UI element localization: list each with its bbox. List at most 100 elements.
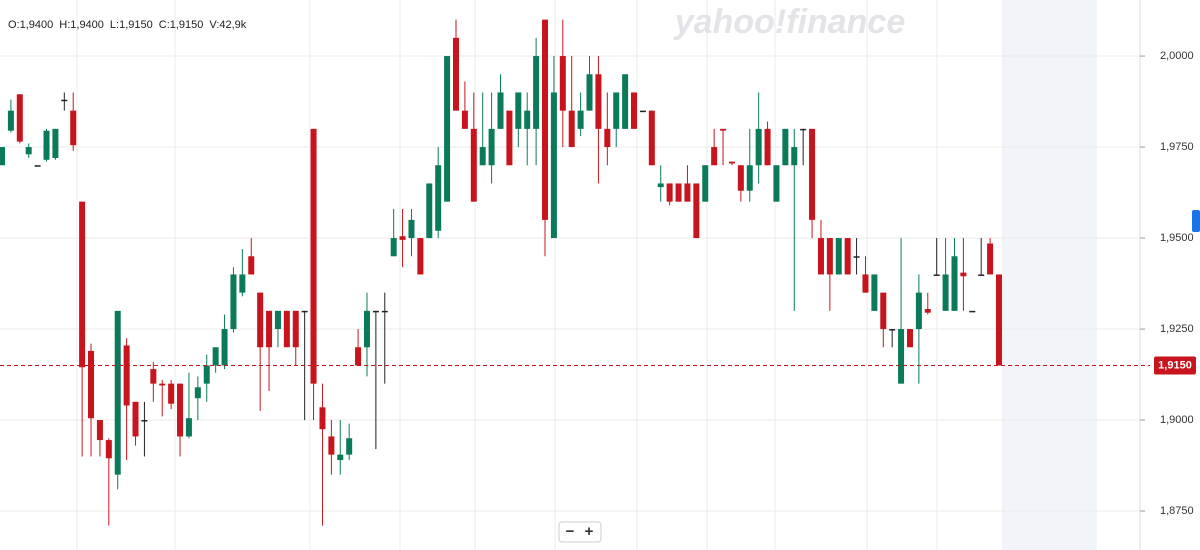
candle-body — [470, 128, 477, 202]
future-area — [1003, 0, 1097, 550]
candle-body — [631, 92, 638, 129]
candle-body — [16, 94, 23, 142]
zoom-in[interactable]: + — [585, 523, 594, 540]
candle-body — [969, 310, 976, 313]
candle-body — [800, 128, 807, 131]
candle-body — [809, 128, 816, 220]
candle-body — [835, 238, 842, 275]
candle-body — [533, 56, 540, 129]
candle-body — [203, 365, 210, 384]
candle-body — [728, 161, 735, 164]
candle-body — [328, 436, 335, 455]
candle-body — [123, 345, 130, 406]
candle-body — [479, 147, 486, 166]
candle-body — [346, 438, 353, 455]
last-price-box — [1154, 356, 1196, 375]
candle-body — [506, 110, 513, 166]
candle-body — [355, 347, 362, 366]
candle-body — [177, 383, 184, 437]
candle-body — [381, 310, 388, 313]
candle-body — [853, 256, 860, 258]
candle-body — [898, 329, 905, 384]
candle-body — [764, 128, 771, 166]
candle-body — [363, 310, 370, 348]
candle-body — [987, 243, 994, 275]
candle-body — [595, 74, 602, 129]
candle-body — [399, 236, 406, 240]
candle-body — [435, 165, 442, 231]
candle-body — [96, 420, 103, 441]
candle-body — [212, 347, 219, 366]
candle-body — [114, 310, 121, 475]
candle-body — [978, 274, 985, 276]
candle-body — [889, 329, 896, 331]
candle-body — [408, 219, 415, 239]
candle-body — [132, 401, 139, 437]
candle-body — [444, 56, 451, 202]
y-tick-label: 1,9250 — [1160, 323, 1194, 335]
candle-body — [577, 110, 584, 129]
candle-body — [274, 310, 281, 330]
candle-body — [488, 128, 495, 166]
candle-body — [826, 238, 833, 275]
candle-body — [737, 165, 744, 191]
candle-body — [426, 183, 433, 239]
candle-body — [648, 110, 655, 166]
zoom-controls: − + — [558, 521, 602, 543]
candle-body — [185, 418, 192, 437]
candle-body — [862, 274, 869, 293]
candle-body — [43, 130, 50, 160]
candle-body — [248, 256, 255, 275]
candle-body — [70, 110, 77, 146]
candle-body — [942, 274, 949, 311]
candle-body — [880, 292, 887, 330]
candle-body — [791, 147, 798, 166]
candle-body — [559, 56, 566, 111]
candle-body — [773, 165, 780, 202]
y-tick-label: 1,8750 — [1160, 505, 1194, 517]
vertical-grid — [76, 0, 1004, 550]
candle-body — [461, 110, 468, 129]
ohlc-legend: O:1,9400 — [8, 19, 53, 31]
candle-body — [79, 201, 86, 368]
candle-body — [221, 329, 228, 366]
candle-body — [292, 310, 299, 348]
candle-body — [417, 238, 424, 275]
candle-body — [34, 165, 41, 167]
candle-body — [168, 383, 175, 404]
y-tick-label: 1,9750 — [1160, 141, 1194, 153]
candle-body — [782, 128, 789, 166]
candle-body — [7, 110, 14, 131]
candle-body — [25, 147, 32, 155]
candle-body — [452, 37, 459, 111]
side-tab[interactable] — [1192, 210, 1200, 232]
candle-body — [666, 183, 673, 202]
y-tick-label: 1,9500 — [1160, 232, 1194, 244]
candle-body — [319, 407, 326, 430]
candle-body — [524, 110, 531, 129]
candle-body — [711, 147, 718, 166]
candle-body — [105, 440, 112, 459]
candle-body — [497, 92, 504, 129]
ohlc-legend: V:42,9k — [209, 19, 246, 31]
candle-body — [960, 272, 967, 277]
ohlc-legend: L:1,9150 — [110, 19, 153, 31]
candle-body — [266, 310, 273, 348]
candle-body — [951, 256, 958, 311]
candle-body — [586, 74, 593, 111]
candle-body — [283, 310, 290, 348]
candle-body — [88, 350, 95, 419]
candle-body — [230, 274, 237, 330]
candle-body — [515, 92, 522, 129]
candle-body — [622, 74, 629, 129]
candle-body — [755, 128, 762, 166]
candle-body — [906, 329, 913, 348]
candle-body — [390, 238, 397, 257]
y-tick-label: 2,0000 — [1160, 50, 1194, 62]
watermark: yahoo!finance — [673, 3, 905, 41]
candle-body — [657, 183, 664, 188]
candle-body — [159, 383, 166, 386]
candle-body — [675, 183, 682, 202]
zoom-out[interactable]: − — [566, 523, 575, 540]
